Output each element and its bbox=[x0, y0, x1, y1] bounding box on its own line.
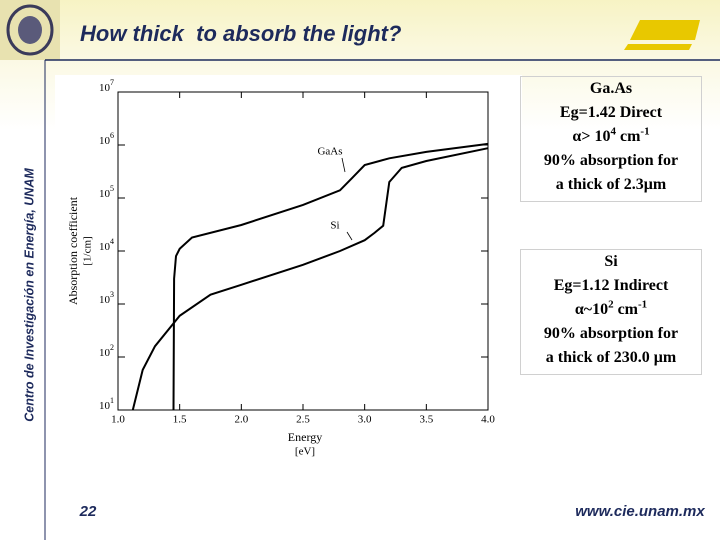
y-tick-exponent: 2 bbox=[110, 343, 114, 352]
box-line: Ga.As bbox=[521, 77, 701, 101]
superscript: -1 bbox=[640, 125, 650, 138]
series-line bbox=[172, 142, 489, 411]
annotation-leader bbox=[346, 231, 353, 241]
y-axis-label: Absorption coefficient bbox=[66, 196, 80, 305]
x-tick-label: 3.5 bbox=[419, 414, 433, 426]
box-line: 90% absorption for bbox=[521, 322, 701, 346]
cie-logo-shape bbox=[630, 20, 700, 40]
y-tick-base: 10 bbox=[99, 82, 111, 94]
box-line: Si bbox=[521, 250, 701, 274]
x-tick-label: 2.5 bbox=[296, 414, 310, 426]
side-caption: Centro de Investigación en Energía, UNAM bbox=[22, 168, 36, 422]
x-tick-label: 2.0 bbox=[234, 414, 248, 426]
text-run: a thick of 2.3μm bbox=[555, 176, 667, 193]
box-line: a thick of 2.3μm bbox=[521, 173, 701, 197]
x-axis-unit: [eV] bbox=[295, 446, 315, 458]
series-line bbox=[131, 147, 489, 411]
text-run: 90% absorption for bbox=[543, 325, 679, 342]
annotation: GaAs bbox=[317, 146, 342, 158]
y-tick-label: 103 bbox=[99, 290, 114, 306]
y-tick-exponent: 4 bbox=[110, 237, 114, 246]
y-tick-base: 10 bbox=[99, 294, 111, 306]
y-tick-exponent: 5 bbox=[110, 184, 114, 193]
cie-logo-bar bbox=[624, 44, 692, 50]
y-tick-label: 104 bbox=[99, 237, 114, 253]
text-run: Eg=1.42 Direct bbox=[559, 104, 663, 121]
box-line: α> 104 cm-1 bbox=[521, 125, 701, 149]
y-tick-base: 10 bbox=[99, 400, 111, 412]
text-run: α> 10 bbox=[572, 128, 611, 145]
y-tick-exponent: 6 bbox=[110, 131, 114, 140]
cie-logo bbox=[624, 20, 700, 50]
x-tick-label: 1.0 bbox=[111, 414, 125, 426]
y-tick-exponent: 1 bbox=[110, 396, 114, 405]
text-run: a thick of 230.0 μm bbox=[545, 349, 677, 366]
box-line: α~102 cm-1 bbox=[521, 298, 701, 322]
y-tick-label: 105 bbox=[99, 184, 114, 200]
text-run: cm bbox=[613, 301, 638, 318]
y-axis-unit: [1/cm] bbox=[82, 236, 94, 265]
text-run: Si bbox=[604, 253, 618, 270]
y-tick-base: 10 bbox=[99, 241, 111, 253]
box-line: a thick of 230.0 μm bbox=[521, 346, 701, 370]
text-run: cm bbox=[615, 128, 641, 145]
y-tick-label: 102 bbox=[99, 343, 114, 359]
y-tick-label: 101 bbox=[99, 396, 114, 412]
superscript: 2 bbox=[608, 298, 614, 311]
x-tick-label: 3.0 bbox=[358, 414, 372, 426]
superscript: -1 bbox=[638, 298, 648, 311]
x-tick-label: 4.0 bbox=[481, 414, 495, 426]
gaas-box: Ga.As Eg=1.42 Direct α> 104 cm-1 90% absorp… bbox=[520, 76, 702, 202]
unam-logo bbox=[6, 4, 54, 56]
text-run: α~10 bbox=[574, 301, 609, 318]
x-axis-label: Energy bbox=[288, 430, 322, 444]
si-box: Si Eg=1.12 Indirect α~102 cm-1 90% absorpti… bbox=[520, 249, 702, 375]
superscript: 4 bbox=[610, 125, 616, 138]
slide-title: How thick to absorb the light? bbox=[80, 21, 401, 46]
y-tick-base: 10 bbox=[99, 347, 111, 359]
y-tick-exponent: 3 bbox=[110, 290, 114, 299]
y-tick-exponent: 7 bbox=[110, 78, 114, 87]
page-number: 22 bbox=[79, 503, 97, 520]
annotation-leader bbox=[341, 157, 346, 173]
text-run: Eg=1.12 Indirect bbox=[553, 277, 669, 294]
box-line: Eg=1.42 Direct bbox=[521, 101, 701, 125]
text-run: 90% absorption for bbox=[543, 152, 679, 169]
box-line: Eg=1.12 Indirect bbox=[521, 274, 701, 298]
box-line: 90% absorption for bbox=[521, 149, 701, 173]
y-tick-label: 106 bbox=[99, 131, 114, 147]
y-tick-label: 107 bbox=[99, 78, 114, 94]
annotation: Si bbox=[330, 220, 339, 232]
y-tick-base: 10 bbox=[99, 135, 111, 147]
text-run: Ga.As bbox=[589, 80, 633, 97]
y-tick-base: 10 bbox=[99, 188, 111, 200]
unam-logo-center bbox=[18, 16, 42, 44]
x-tick-label: 1.5 bbox=[173, 414, 187, 426]
footer-url: www.cie.unam.mx bbox=[575, 503, 705, 520]
